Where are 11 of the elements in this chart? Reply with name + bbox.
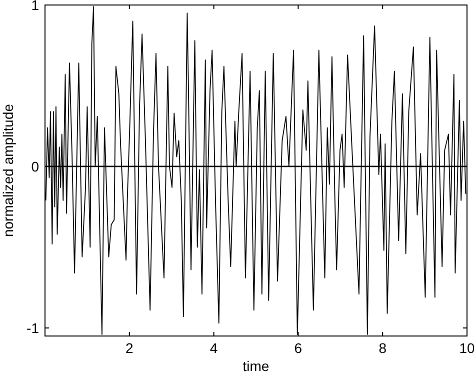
y-tick-label: 0	[31, 158, 40, 174]
y-tick-label: 1	[31, 0, 40, 13]
x-tick-label: 6	[294, 340, 302, 356]
y-tick-label: -1	[26, 320, 40, 336]
y-axis-title: normalized amplitude	[0, 104, 16, 238]
x-tick-label: 8	[378, 340, 387, 356]
x-tick-label: 2	[126, 340, 134, 356]
line-series	[45, 6, 466, 335]
x-axis-title: time	[242, 358, 270, 374]
x-tick-label: 4	[210, 340, 218, 356]
x-tick-label: 10	[459, 340, 474, 356]
